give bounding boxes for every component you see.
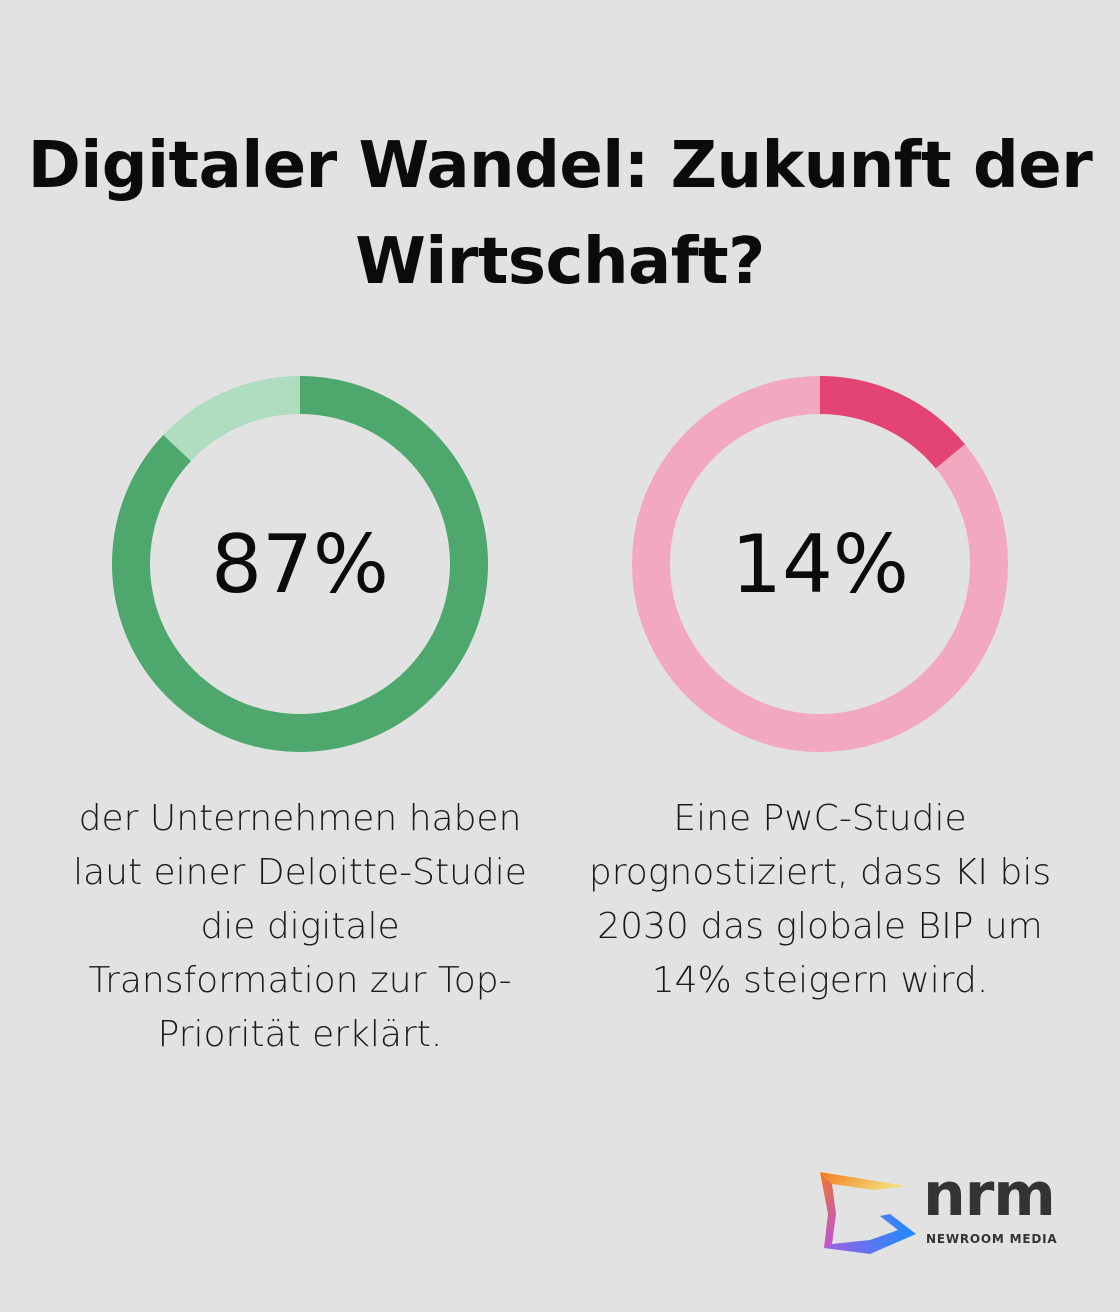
donut-chart-1: 87%: [111, 375, 489, 753]
page-title: Digitaler Wandel: Zukunft der Wirtschaft…: [27, 129, 1093, 299]
donut-value-arc: [632, 376, 1008, 752]
donut-svg-1: [112, 376, 488, 752]
logo-wordmark: nrm: [923, 1160, 1056, 1230]
donut-chart-2: 14%: [631, 375, 1009, 753]
donut-svg-2: [632, 376, 1008, 752]
logo-mark-icon: [820, 1172, 916, 1254]
donut-percent-label: 87%: [211, 517, 389, 611]
donut-description-2: Eine PwC-Studie prognostiziert, dass KI …: [588, 798, 1052, 1001]
donut-description-1: der Unternehmen haben laut einer Deloitt…: [73, 798, 527, 1055]
logo-subtitle: NEWROOM MEDIA: [926, 1232, 1058, 1246]
donut-value-arc: [112, 376, 488, 752]
donut-percent-label: 14%: [731, 517, 909, 611]
newroom-media-logo: nrm NEWROOM MEDIA: [818, 1160, 1068, 1258]
